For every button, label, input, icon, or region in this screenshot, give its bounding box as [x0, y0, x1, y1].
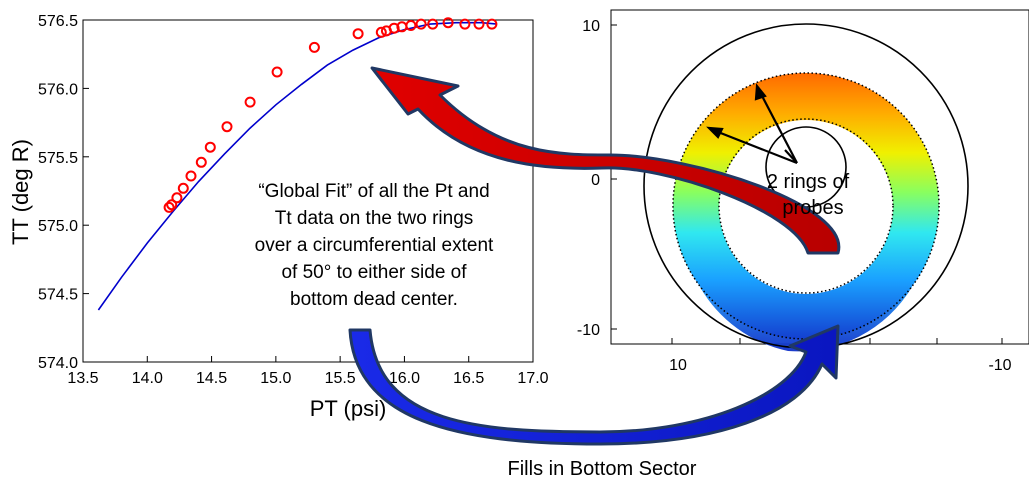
probe-pointer-lines: [706, 83, 798, 165]
data-point: [405, 20, 417, 31]
x-tick-label: 14.0: [132, 370, 163, 387]
global-fit-line-3: over a circumferential extent: [255, 235, 494, 256]
data-point: [473, 18, 485, 30]
data-point: [459, 18, 471, 30]
x-tick-label: 16.5: [453, 370, 484, 387]
data-point: [352, 28, 364, 40]
rings-label: 2 rings of probes: [767, 171, 850, 219]
data-point: [415, 18, 427, 30]
data-point: [185, 170, 197, 182]
rings-label-line-1: 2 rings of: [767, 171, 850, 193]
x-tick-label: 14.5: [196, 370, 227, 387]
global-fit-line-5: bottom dead center.: [290, 289, 458, 310]
data-point: [244, 96, 256, 108]
right-y-tick-10: 10: [582, 18, 600, 35]
data-point: [221, 121, 233, 133]
data-point: [195, 156, 207, 168]
data-point: [171, 192, 183, 204]
x-axis-label: PT (psi): [310, 396, 387, 421]
fit-line-path: [97, 21, 498, 311]
x-tick-label: 13.5: [67, 370, 98, 387]
annulus-inner-edge: [718, 118, 894, 294]
data-points: [163, 17, 498, 213]
data-point: [486, 18, 498, 30]
blue-arrow: [348, 324, 840, 446]
y-tick-label: 576.0: [38, 81, 78, 98]
right-x-tick-10: 10: [669, 357, 687, 374]
data-point: [271, 66, 283, 78]
data-point: [442, 17, 454, 29]
y-tick-label: 575.5: [38, 150, 78, 167]
global-fit-line-1: “Global Fit” of all the Pt and: [258, 181, 489, 202]
right-y-tick-0: 0: [591, 172, 600, 189]
data-point: [308, 41, 320, 53]
data-point: [204, 141, 216, 153]
x-tick-label: 15.0: [260, 370, 291, 387]
right-x-tick-neg10: -10: [988, 357, 1011, 374]
left-plot-frame: [82, 19, 534, 363]
y-tick-label: 574.5: [38, 287, 78, 304]
bottom-sector-label: Fills in Bottom Sector: [508, 458, 697, 480]
left-chart: 13.5 14.0 14.5 15.0 15.5 16.0 16.5 17.0 574.0 574…: [8, 13, 549, 421]
y-axis-label: TT (deg R): [8, 139, 33, 245]
data-point: [388, 22, 400, 34]
global-fit-line-4: of 50° to either side of: [281, 262, 467, 283]
left-axes: 13.5 14.0 14.5 15.0 15.5 16.0 16.5 17.0 574.0 574…: [38, 13, 549, 387]
x-tick-label: 15.5: [325, 370, 356, 387]
global-fit-annotation: “Global Fit” of all the Pt and Tt data o…: [255, 181, 494, 310]
data-point: [163, 201, 175, 213]
fit-line: [97, 21, 498, 311]
right-y-tick-neg10: -10: [577, 322, 600, 339]
y-tick-label: 575.0: [38, 218, 78, 235]
data-point: [427, 18, 439, 30]
data-point: [177, 182, 189, 194]
data-point: [166, 199, 178, 211]
rings-label-line-2: probes: [782, 197, 843, 219]
y-tick-label: 576.5: [38, 13, 78, 30]
y-tick-label: 574.0: [38, 355, 78, 372]
red-arrow: [370, 66, 841, 255]
x-tick-label: 16.0: [389, 370, 420, 387]
global-fit-line-2: Tt data on the two rings: [275, 208, 474, 229]
data-point: [375, 26, 387, 38]
x-tick-label: 17.0: [517, 370, 548, 387]
